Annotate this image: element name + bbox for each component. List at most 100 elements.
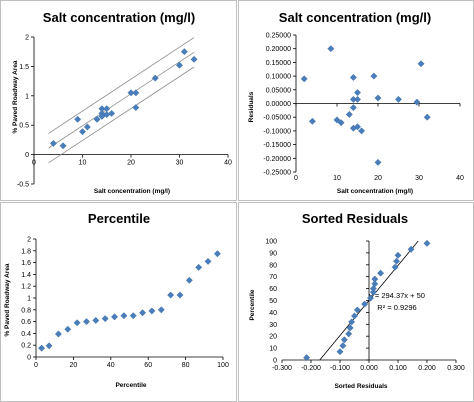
p3-y-tick-label: 0.4 <box>21 331 31 338</box>
p2-data-point <box>345 110 353 118</box>
p3-x-tick-label: 80 <box>182 362 190 369</box>
p2-data-point <box>370 72 378 80</box>
p4-y-tick-label: 80 <box>269 262 277 269</box>
p2-data-point <box>395 95 402 103</box>
p1-data-point <box>93 115 101 123</box>
p3-data-point <box>92 316 100 324</box>
p4-data-point <box>348 318 356 326</box>
chart-title-3: Percentile <box>88 211 150 226</box>
p4-x-tick-label: -0.300 <box>272 365 292 372</box>
p1-y-tick-label: 1 <box>25 93 29 100</box>
panel-frame-bottom-right <box>238 202 474 402</box>
y-axis-label-3: % Paved Roadway Area <box>4 263 11 336</box>
r-squared-label: R² = 0.9296 <box>377 303 416 312</box>
p3-data-point <box>195 263 203 271</box>
p4-data-point <box>366 294 374 302</box>
p4-data-point <box>423 239 431 247</box>
p2-y-tick-label: 0.25000 <box>266 33 291 40</box>
p2-y-tick-label: 0.00000 <box>266 101 291 108</box>
p3-x-tick-label: 100 <box>217 362 229 369</box>
p2-data-point <box>300 75 308 83</box>
p2-data-point <box>354 89 361 97</box>
p4-x-tick-label: -0.200 <box>301 365 321 372</box>
p2-y-tick-label: -0.20000 <box>263 156 291 163</box>
p2-data-point <box>349 104 357 112</box>
p4-x-tick-label: 0.000 <box>360 365 378 372</box>
p2-y-tick-label: 0.10000 <box>266 74 291 81</box>
panel-frame-top-left <box>0 0 237 201</box>
p3-y-tick-label: 1.6 <box>21 260 31 267</box>
y-axis-label-1: % Paved Roadway Area <box>12 60 19 133</box>
p2-data-point <box>333 116 341 124</box>
p2-data-point <box>327 45 335 53</box>
p2-x-tick-label: 40 <box>456 175 464 182</box>
chart-title-4: Sorted Residuals <box>302 211 408 226</box>
chart-title-2: Salt concentration (mg/l) <box>279 10 431 25</box>
p3-data-point <box>111 313 119 321</box>
p1-data-point <box>83 123 91 131</box>
p1-data-point <box>151 74 159 82</box>
y-axis-label-4: Percentile <box>249 289 256 320</box>
p4-y-tick-label: 70 <box>269 274 277 281</box>
p1-data-point <box>79 128 86 136</box>
p1-y-tick-label: 0.5 <box>19 123 29 130</box>
p1-data-point <box>127 89 135 97</box>
p1-data-point <box>132 89 140 97</box>
y-axis-label-2: Residuals <box>248 91 255 122</box>
p4-y-tick-label: 100 <box>265 239 277 246</box>
p3-data-point <box>129 312 137 320</box>
p1-x-tick-label: 40 <box>224 160 232 167</box>
p4-x-tick-label: 0.300 <box>447 365 465 372</box>
p2-y-tick-label: -0.10000 <box>263 128 291 135</box>
p3-data-point <box>204 257 212 265</box>
p1-y-tick-label: -0.5 <box>17 182 29 189</box>
p4-data-point <box>346 324 354 332</box>
p4-y-tick-label: 40 <box>269 310 277 317</box>
p4-data-point <box>407 245 415 253</box>
p1-y-tick-label: 0 <box>25 152 29 159</box>
p2-data-point <box>358 127 366 135</box>
p1-x-tick-label: 10 <box>79 160 87 167</box>
p2-data-point <box>337 119 345 127</box>
p3-x-tick-label: 0 <box>34 362 38 369</box>
p1-x-tick-label: 30 <box>176 160 184 167</box>
p3-data-point <box>45 342 53 350</box>
p3-y-tick-label: 0.6 <box>21 319 31 326</box>
p4-data-point <box>339 342 347 350</box>
p4-data-point <box>303 354 311 362</box>
p1-y-tick-label: 2 <box>25 35 29 42</box>
p4-data-point <box>340 336 348 344</box>
p3-data-point <box>73 319 81 327</box>
p1-data-point <box>176 61 183 69</box>
p1-data-point <box>49 139 57 147</box>
p3-x-tick-label: 20 <box>70 362 78 369</box>
p3-y-tick-label: 0 <box>27 355 31 362</box>
p4-x-tick-label: -0.100 <box>330 365 350 372</box>
p3-y-tick-label: 1.2 <box>21 284 31 291</box>
p4-data-point <box>371 280 379 288</box>
p2-data-point <box>349 73 357 81</box>
p2-data-point <box>413 98 421 106</box>
p2-y-tick-label: -0.25000 <box>263 170 291 177</box>
p1-data-point <box>132 104 140 112</box>
p3-y-tick-label: 0.2 <box>21 343 31 350</box>
p4-data-point <box>377 269 385 277</box>
p4-x-tick-label: 0.200 <box>418 365 436 372</box>
p4-x-tick-label: 0.100 <box>389 365 407 372</box>
p2-x-tick-label: 0 <box>294 175 298 182</box>
p3-y-tick-label: 0.8 <box>21 307 31 314</box>
chart-title-1: Salt concentration (mg/l) <box>43 10 195 25</box>
p1-band-line-1 <box>48 37 195 134</box>
p2-x-tick-label: 10 <box>333 175 341 182</box>
p4-y-tick-label: 50 <box>269 298 277 305</box>
p4-y-tick-label: 0 <box>273 358 277 365</box>
p2-data-point <box>423 113 431 121</box>
p3-x-tick-label: 60 <box>144 362 152 369</box>
p2-data-point <box>374 94 382 102</box>
p2-data-point <box>354 123 361 131</box>
p4-data-point <box>361 300 369 308</box>
p3-x-tick-label: 40 <box>107 362 115 369</box>
p1-data-point <box>103 105 111 113</box>
p1-data-point <box>59 142 67 150</box>
